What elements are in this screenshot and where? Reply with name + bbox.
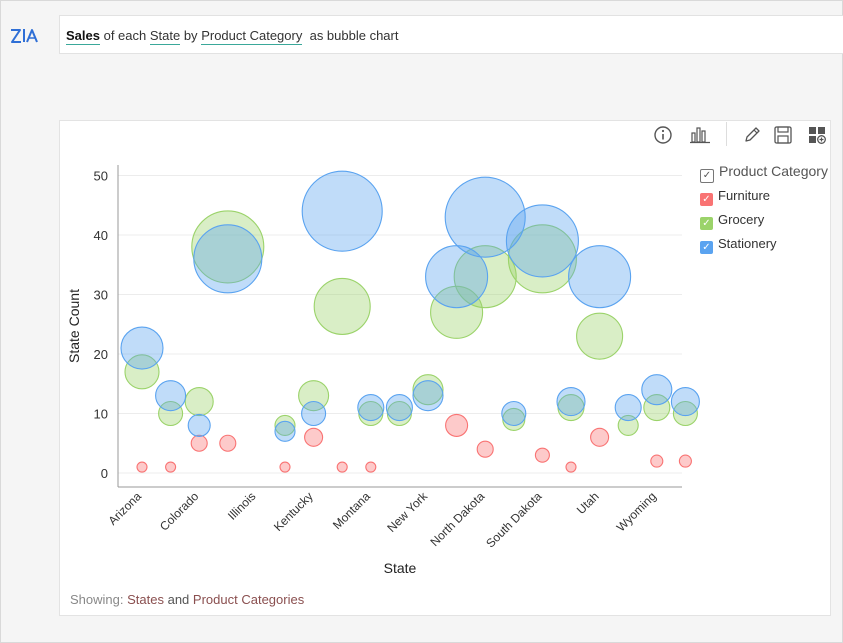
bubble-grocery[interactable] xyxy=(298,380,330,412)
bubble-stationery[interactable] xyxy=(193,224,263,294)
bubble-furniture[interactable] xyxy=(534,447,550,463)
bubble-furniture[interactable] xyxy=(279,461,291,473)
bubble-furniture[interactable] xyxy=(678,454,692,468)
bubble-stationery[interactable] xyxy=(505,204,579,278)
bubble-stationery[interactable] xyxy=(187,413,211,437)
bubble-furniture[interactable] xyxy=(136,461,148,473)
query-part[interactable]: Sales xyxy=(66,28,100,45)
y-tick-label: 10 xyxy=(94,407,108,422)
showing-states-link[interactable]: States xyxy=(127,592,164,607)
y-tick-label: 50 xyxy=(94,169,108,184)
legend-item-grocery[interactable]: ✓ Grocery xyxy=(700,212,764,230)
legend-checkbox[interactable]: ✓ xyxy=(700,217,713,230)
legend-title: Product Category xyxy=(719,163,828,179)
bubble-stationery[interactable] xyxy=(641,374,673,406)
y-tick-label: 30 xyxy=(94,288,108,303)
bubble-grocery[interactable] xyxy=(191,210,265,284)
bubble-stationery[interactable] xyxy=(556,387,586,417)
x-tick-label: Colorado xyxy=(157,489,202,534)
x-tick-label: Wyoming xyxy=(614,489,659,534)
bubble-furniture[interactable] xyxy=(476,440,494,458)
edit-icon[interactable] xyxy=(741,124,763,146)
x-axis-title: State xyxy=(384,560,417,576)
bubble-furniture[interactable] xyxy=(590,427,610,447)
legend-label: Grocery xyxy=(718,212,765,227)
bubble-grocery[interactable] xyxy=(576,312,624,360)
legend-item-furniture[interactable]: ✓ Furniture xyxy=(700,188,770,206)
query-part[interactable]: State xyxy=(149,28,181,45)
bubble-furniture[interactable] xyxy=(165,461,177,473)
bubble-stationery[interactable] xyxy=(568,245,632,309)
legend-label: Furniture xyxy=(718,188,771,203)
toolbar-separator xyxy=(726,122,727,146)
y-tick-label: 0 xyxy=(101,466,108,481)
x-tick-label: North Dakota xyxy=(427,489,487,549)
bubble-stationery[interactable] xyxy=(501,400,527,427)
bubble-grocery[interactable] xyxy=(313,277,371,335)
bubble-grocery[interactable] xyxy=(507,224,577,294)
bubble-grocery[interactable] xyxy=(124,354,160,390)
y-tick-label: 20 xyxy=(94,347,108,362)
bubble-stationery[interactable] xyxy=(444,176,526,258)
showing-line: Showing: States and Product Categories xyxy=(70,592,304,607)
bubble-stationery[interactable] xyxy=(357,393,385,422)
bubble-furniture[interactable] xyxy=(445,413,469,437)
add-to-dashboard-icon[interactable] xyxy=(806,124,828,146)
x-tick-label: Kentucky xyxy=(271,489,316,534)
bubble-grocery[interactable] xyxy=(274,414,296,436)
showing-prefix: Showing: xyxy=(70,592,124,607)
bubble-stationery[interactable] xyxy=(301,170,383,252)
showing-categories-link[interactable]: Product Categories xyxy=(192,592,305,607)
bubble-furniture[interactable] xyxy=(365,461,377,473)
y-axis-title: State Count xyxy=(66,289,82,363)
bubble-stationery[interactable] xyxy=(614,393,642,422)
x-tick-label: New York xyxy=(384,489,430,535)
query-part: of each xyxy=(99,28,150,43)
bubble-grocery[interactable] xyxy=(430,285,484,339)
bubble-stationery[interactable] xyxy=(385,393,413,422)
bubble-grocery[interactable] xyxy=(643,393,671,422)
x-tick-label: South Dakota xyxy=(483,489,545,551)
chart-type-icon[interactable] xyxy=(689,124,711,146)
x-tick-label: Illinois xyxy=(225,489,258,522)
bubble-stationery[interactable] xyxy=(412,380,444,412)
query-part: by xyxy=(180,28,202,43)
bubble-stationery[interactable] xyxy=(120,326,164,370)
bubble-stationery[interactable] xyxy=(274,420,296,442)
y-tick-label: 40 xyxy=(94,228,108,243)
legend-label: Stationery xyxy=(718,236,777,251)
bubble-stationery[interactable] xyxy=(301,400,327,427)
bubble-stationery[interactable] xyxy=(155,380,187,412)
save-icon[interactable] xyxy=(772,124,794,146)
bubble-stationery[interactable] xyxy=(670,387,700,417)
legend-title-row[interactable]: ✓ Product Category xyxy=(700,163,828,183)
bubble-grocery[interactable] xyxy=(184,387,214,417)
bubble-grocery[interactable] xyxy=(672,400,698,427)
x-tick-label: Utah xyxy=(574,489,602,517)
query-part: as bubble chart xyxy=(302,28,399,43)
legend-item-stationery[interactable]: ✓ Stationery xyxy=(700,236,777,254)
info-icon[interactable] xyxy=(652,124,674,146)
zia-logo-icon xyxy=(11,29,38,43)
bubble-furniture[interactable] xyxy=(219,434,237,452)
bubble-furniture[interactable] xyxy=(650,454,664,468)
bubble-furniture[interactable] xyxy=(304,427,324,447)
legend-checkbox[interactable]: ✓ xyxy=(700,193,713,206)
showing-and: and xyxy=(167,592,190,607)
bubble-grocery[interactable] xyxy=(617,414,639,436)
x-tick-label: Arizona xyxy=(105,489,144,528)
bubble-grocery[interactable] xyxy=(158,400,184,427)
bubble-grocery[interactable] xyxy=(453,245,517,309)
x-tick-label: Montana xyxy=(330,489,373,532)
query-part[interactable]: Product Category xyxy=(201,28,303,45)
query-bar[interactable]: Sales of each State by Product Category … xyxy=(59,15,843,54)
bubble-furniture[interactable] xyxy=(565,461,577,473)
legend-select-all-checkbox[interactable]: ✓ xyxy=(700,169,714,183)
legend-checkbox[interactable]: ✓ xyxy=(700,241,713,254)
bubble-furniture[interactable] xyxy=(336,461,348,473)
bubble-furniture[interactable] xyxy=(190,434,208,452)
